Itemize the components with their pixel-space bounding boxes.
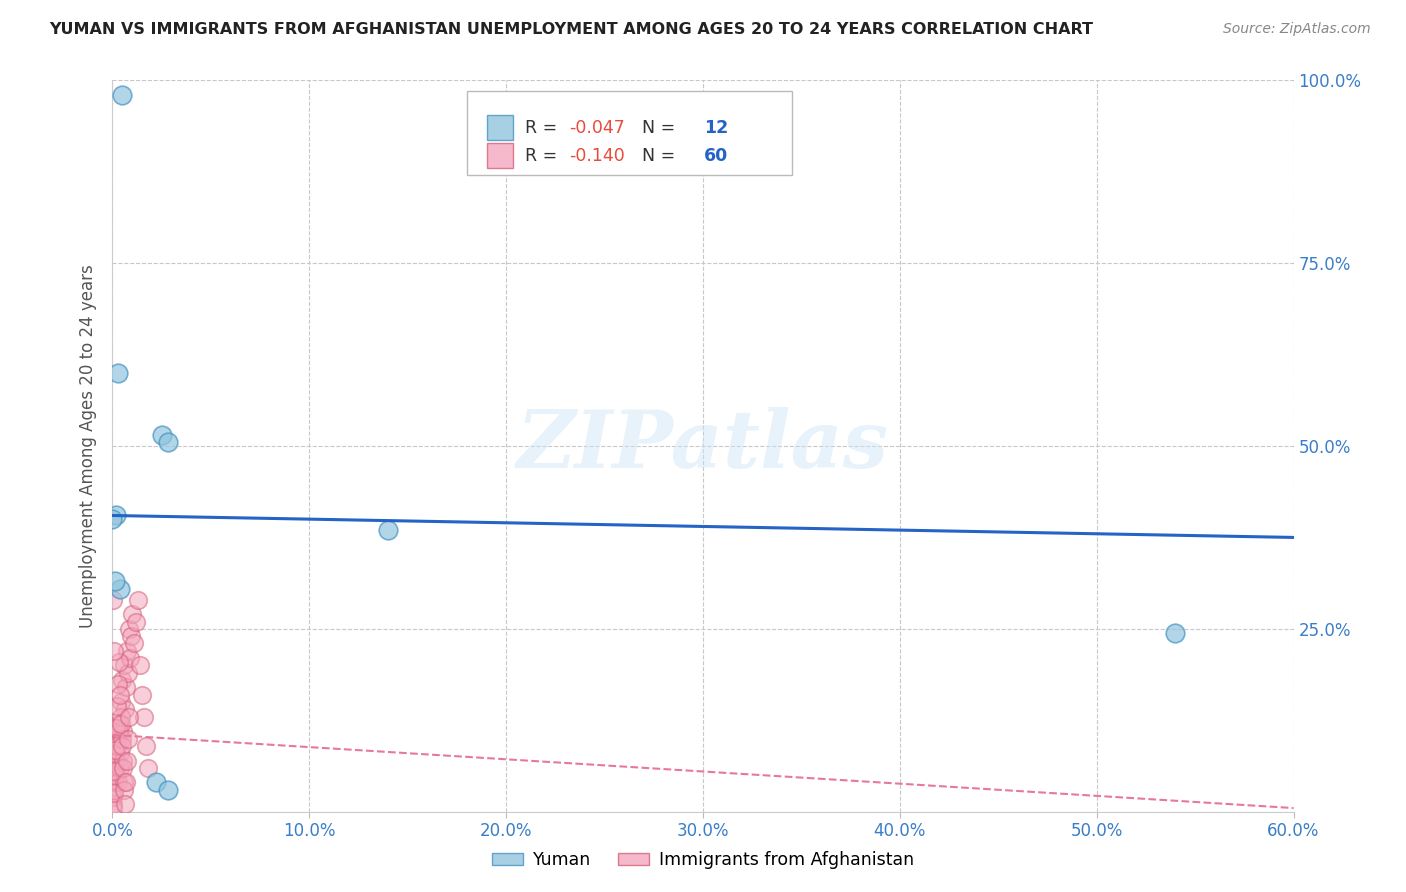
Point [117, 665, 139, 680]
Point [156, 782, 179, 797]
Point [150, 428, 173, 442]
Point [103, 764, 125, 779]
Point [112, 761, 135, 775]
Point [110, 582, 132, 596]
Point [135, 739, 157, 753]
Point [115, 754, 138, 768]
Point [111, 754, 134, 768]
Point [118, 622, 141, 636]
Point [107, 698, 129, 713]
Point [145, 775, 167, 789]
Point [105, 721, 128, 735]
Point [104, 574, 127, 589]
Text: -0.047: -0.047 [569, 119, 626, 136]
Point [117, 731, 139, 746]
Point [108, 717, 131, 731]
Point [156, 435, 179, 450]
Point [110, 709, 132, 723]
Point [110, 746, 132, 760]
Point [112, 658, 135, 673]
Point [105, 739, 128, 753]
Point [107, 676, 129, 690]
Point [101, 512, 124, 526]
Point [107, 775, 129, 789]
Point [104, 742, 127, 756]
Point [108, 655, 131, 669]
Text: Source: ZipAtlas.com: Source: ZipAtlas.com [1223, 22, 1371, 37]
Point [115, 775, 138, 789]
Point [132, 709, 155, 723]
Point [118, 709, 141, 723]
Point [105, 508, 128, 523]
Legend: Yuman, Immigrants from Afghanistan: Yuman, Immigrants from Afghanistan [485, 845, 921, 876]
Point [120, 629, 142, 643]
Point [103, 797, 125, 812]
FancyBboxPatch shape [486, 115, 513, 140]
Point [131, 688, 153, 702]
Point [377, 523, 399, 537]
Point [103, 790, 125, 805]
Point [110, 688, 132, 702]
Point [103, 801, 125, 815]
Point [114, 702, 136, 716]
Point [115, 644, 138, 658]
Point [105, 754, 128, 768]
Point [107, 731, 129, 746]
Text: R =: R = [524, 119, 562, 136]
Point [122, 636, 145, 650]
Point [105, 746, 128, 760]
Point [104, 768, 127, 782]
Point [103, 782, 125, 797]
FancyBboxPatch shape [486, 144, 513, 168]
Text: ZIPatlas: ZIPatlas [517, 408, 889, 484]
Text: 60: 60 [704, 146, 728, 165]
Point [103, 775, 125, 789]
Point [103, 787, 125, 801]
Text: YUMAN VS IMMIGRANTS FROM AFGHANISTAN UNEMPLOYMENT AMONG AGES 20 TO 24 YEARS CORR: YUMAN VS IMMIGRANTS FROM AFGHANISTAN UNE… [49, 22, 1094, 37]
Text: -0.140: -0.140 [569, 146, 626, 165]
Point [108, 761, 131, 775]
Point [115, 681, 138, 695]
Y-axis label: Unemployment Among Ages 20 to 24 years: Unemployment Among Ages 20 to 24 years [79, 264, 97, 628]
Point [107, 366, 129, 380]
Text: 12: 12 [704, 119, 728, 136]
Point [114, 797, 136, 812]
Point [127, 592, 149, 607]
Point [111, 673, 134, 687]
Point [110, 717, 132, 731]
Point [121, 607, 143, 622]
Text: N =: N = [631, 119, 681, 136]
Point [112, 775, 135, 789]
Point [1164, 625, 1187, 640]
Point [125, 615, 148, 629]
Text: R =: R = [524, 146, 562, 165]
Point [136, 761, 159, 775]
Point [129, 658, 152, 673]
Point [120, 651, 142, 665]
Point [112, 782, 135, 797]
Point [103, 644, 125, 658]
Point [110, 695, 132, 709]
Point [104, 761, 127, 775]
Point [112, 724, 135, 739]
Point [111, 739, 134, 753]
Point [107, 724, 129, 739]
Point [111, 87, 134, 102]
Point [111, 731, 134, 746]
Text: N =: N = [631, 146, 681, 165]
Point [107, 768, 129, 782]
Point [103, 592, 125, 607]
FancyBboxPatch shape [467, 91, 792, 176]
